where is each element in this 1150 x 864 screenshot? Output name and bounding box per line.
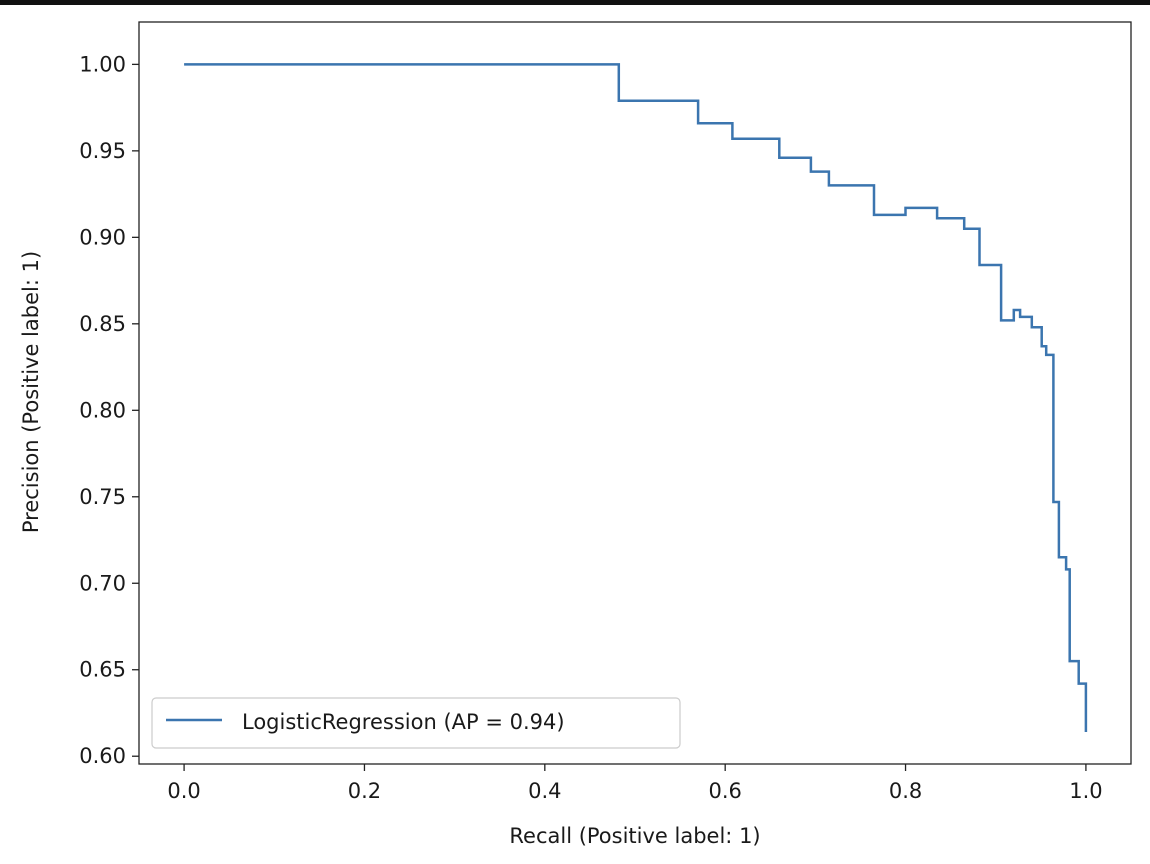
- series-line-logistic-regression: [184, 63, 1088, 732]
- legend: LogisticRegression (AP = 0.94): [151, 697, 681, 749]
- legend-label: LogisticRegression (AP = 0.94): [242, 710, 565, 734]
- y-tick-label: 0.65: [79, 658, 126, 682]
- legend-box: [151, 697, 681, 749]
- y-tick-label: 0.80: [79, 398, 126, 422]
- y-tick-label: 1.00: [79, 52, 126, 76]
- plot-frame: [138, 21, 1132, 765]
- y-tick-label: 0.85: [79, 312, 126, 336]
- x-tick-label: 1.0: [1069, 779, 1102, 803]
- x-tick-label: 0.0: [167, 779, 200, 803]
- y-axis-label: Precision (Positive label: 1): [19, 251, 43, 533]
- y-tick-label: 0.90: [79, 225, 126, 249]
- y-tick-label: 0.75: [79, 485, 126, 509]
- axis-ticks: 0.0 0.2 0.4 0.6 0.8 1.0 0.60 0.65 0.70 0.75 0.80 0.…: [79, 52, 1102, 803]
- series-layer: [184, 63, 1088, 732]
- x-axis-label: Recall (Positive label: 1): [509, 824, 760, 848]
- x-tick-label: 0.6: [708, 779, 741, 803]
- y-tick-label: 0.70: [79, 571, 126, 595]
- y-tick-label: 0.95: [79, 139, 126, 163]
- x-tick-label: 0.2: [348, 779, 381, 803]
- x-tick-label: 0.8: [889, 779, 922, 803]
- y-tick-label: 0.60: [79, 744, 126, 768]
- window-top-border: [0, 0, 1150, 5]
- x-tick-label: 0.4: [528, 779, 561, 803]
